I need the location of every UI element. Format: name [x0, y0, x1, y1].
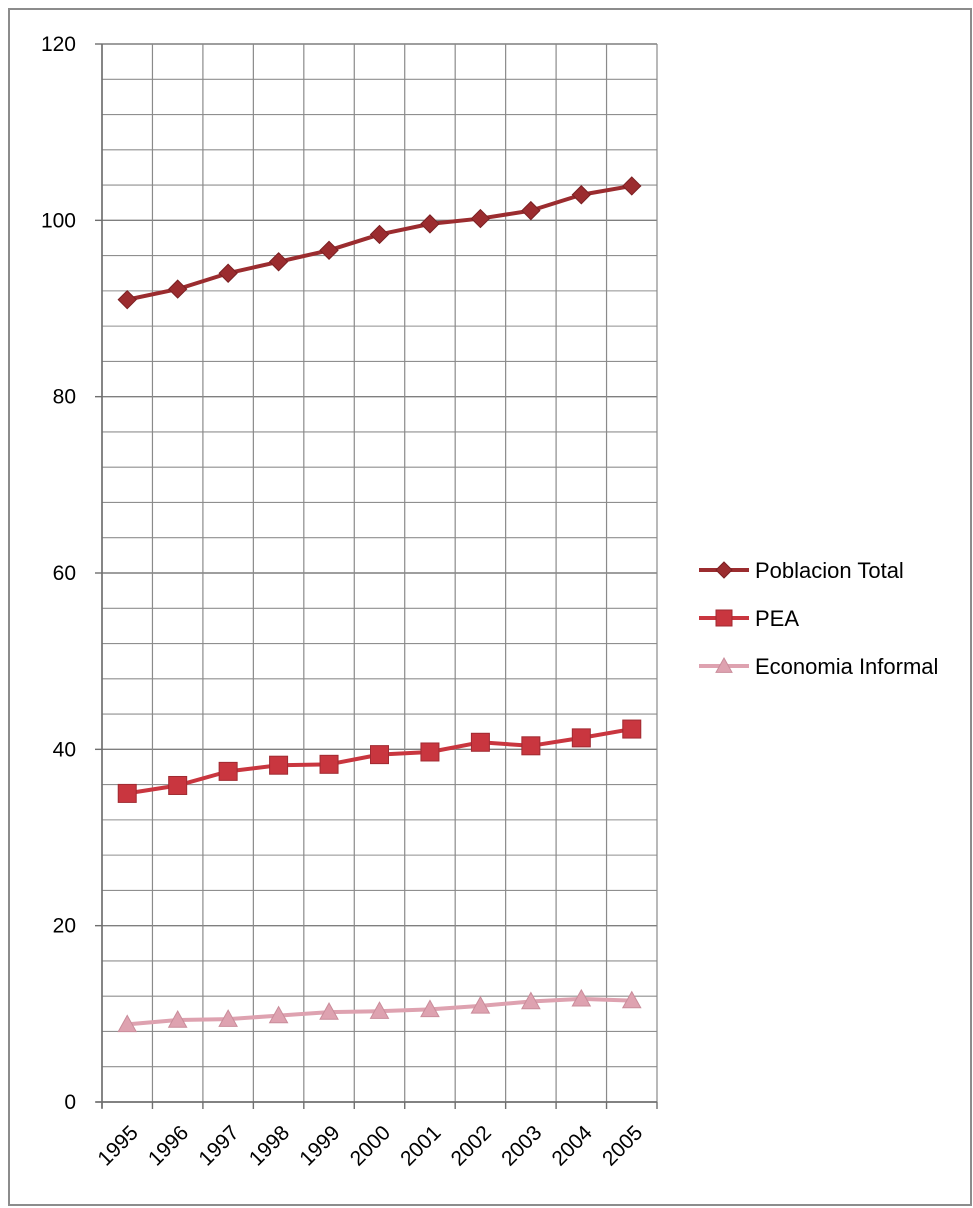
data-point-series-3: [117, 1014, 138, 1033]
data-point-series-3: [521, 991, 541, 1010]
data-point-series-1: [319, 240, 339, 261]
data-point-series-3: [621, 990, 642, 1009]
data-point-series-2: [168, 775, 188, 795]
data-point-series-3: [369, 1001, 390, 1019]
data-point-series-2: [370, 745, 389, 765]
data-point-series-3: [420, 999, 440, 1018]
legend-marker-1: [715, 561, 733, 579]
data-point-series-1: [521, 200, 541, 221]
data-point-series-1: [420, 214, 440, 234]
legend-label-2: PEA: [755, 606, 799, 631]
data-point-series-2: [521, 736, 541, 756]
data-point-series-2: [117, 783, 137, 803]
data-point-series-2: [420, 742, 440, 762]
data-point-series-2: [622, 719, 642, 739]
data-point-series-3: [470, 995, 491, 1014]
y-tick-label: 80: [53, 386, 76, 409]
y-tick-label: 120: [41, 33, 76, 56]
data-point-series-2: [218, 761, 238, 781]
grid-lines: [101, 43, 658, 1103]
data-point-series-3: [268, 1005, 289, 1024]
legend-marker-2: [715, 609, 733, 627]
y-tick-label: 0: [64, 1091, 76, 1114]
legend-label-1: Poblacion Total: [755, 558, 904, 583]
legend: Poblacion Total PEA Economia Informal: [699, 558, 938, 679]
data-point-series-2: [319, 754, 339, 774]
y-tick-label: 40: [53, 738, 76, 761]
data-point-series-3: [571, 988, 592, 1007]
data-point-series-2: [470, 732, 490, 752]
data-point-series-1: [117, 289, 137, 310]
y-tick-label: 60: [53, 562, 76, 585]
data-point-series-1: [268, 252, 289, 272]
data-point-series-1: [218, 263, 238, 283]
data-point-series-1: [470, 208, 491, 229]
data-point-series-3: [167, 1009, 188, 1028]
data-point-series-2: [571, 728, 591, 748]
chart-border: [8, 8, 972, 1206]
data-point-series-3: [319, 1002, 339, 1020]
y-tick-label: 20: [53, 915, 76, 938]
data-point-series-3: [218, 1009, 238, 1027]
y-tick-label: 100: [41, 209, 76, 232]
data-point-series-2: [269, 755, 289, 775]
legend-marker-3: [715, 656, 733, 673]
data-point-series-1: [622, 176, 642, 196]
legend-label-3: Economia Informal: [755, 654, 938, 679]
series-group: [117, 176, 642, 1033]
data-point-series-1: [571, 185, 592, 205]
data-point-series-1: [369, 224, 390, 245]
data-point-series-1: [167, 279, 188, 299]
